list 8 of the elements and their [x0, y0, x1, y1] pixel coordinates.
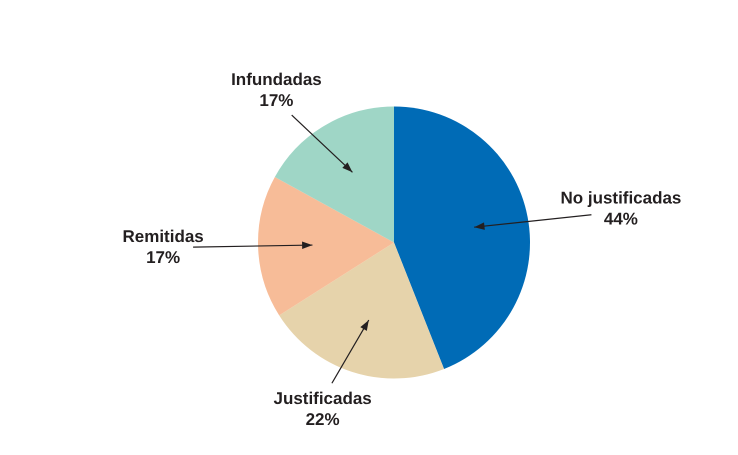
slice-label: Justificadas: [273, 389, 372, 408]
data-label: 17%: [146, 248, 180, 268]
slice-label: No justificadas: [560, 188, 682, 208]
slice-label: Remitidas: [122, 227, 204, 246]
data-label: 17%: [259, 91, 294, 110]
data-label: 44%: [604, 210, 638, 229]
slice-label: Infundadas: [231, 70, 322, 90]
data-label: 22%: [306, 410, 340, 430]
